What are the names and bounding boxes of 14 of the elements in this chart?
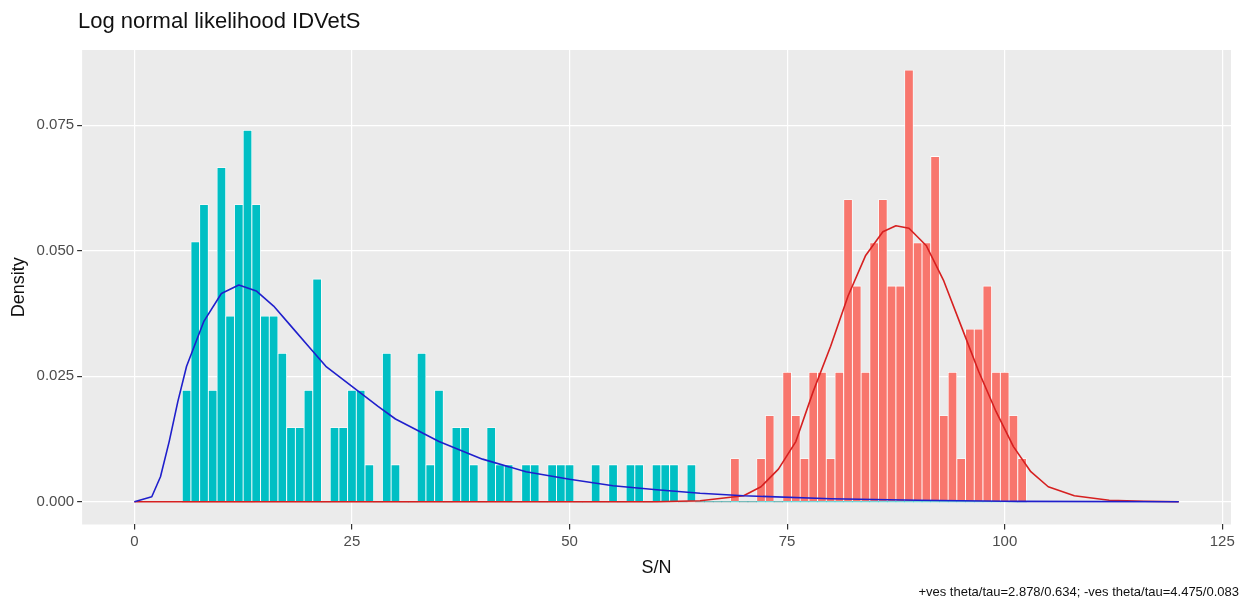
x-tick-label: 75: [778, 531, 796, 549]
text: +ves theta/tau=2.878/0.634; -ves theta/tau=4.475/0.083: [918, 584, 1239, 599]
x-tick-label: 0: [130, 531, 139, 549]
y-axis-title: Density: [7, 257, 28, 318]
y-tick-label: 0.000: [36, 491, 75, 509]
x-tick-label: 125: [1209, 531, 1235, 549]
x-tick-label: 100: [992, 531, 1018, 549]
y-tick-label: 0.050: [36, 240, 75, 258]
x-axis-title: S/N: [641, 557, 672, 578]
chart-title: Log normal likelihood IDVetS: [78, 8, 361, 34]
x-tick-label: 25: [343, 531, 361, 549]
y-tick-label: 0.075: [36, 115, 75, 133]
x-tick-label: 50: [561, 531, 578, 549]
y-tick-label: 0.025: [36, 366, 75, 384]
